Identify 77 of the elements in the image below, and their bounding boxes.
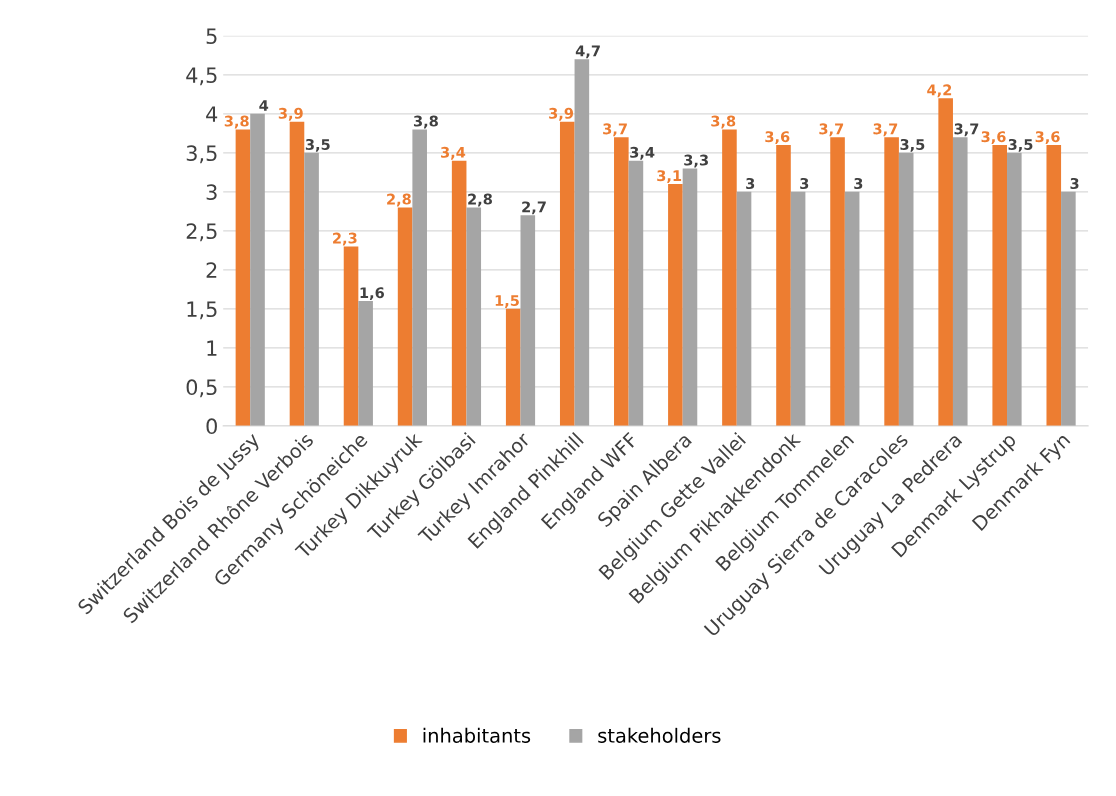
data-label: 3: [800, 177, 809, 190]
legend-label: inhabitants: [423, 727, 531, 743]
y-tick-label: 2: [206, 262, 217, 278]
data-label: 3,7: [603, 123, 627, 137]
bar: [844, 191, 860, 426]
data-label: 3,6: [765, 131, 790, 145]
y-tick-label: 3: [206, 184, 217, 201]
data-label: 3,7: [819, 123, 844, 137]
y-tick-label: 1,5: [187, 301, 217, 320]
bar: [250, 113, 265, 426]
bar: [776, 145, 791, 426]
bar: [559, 121, 575, 426]
y-tick-label: 4: [206, 106, 218, 122]
y-tick-label: 4,5: [186, 67, 217, 86]
data-label: 3,3: [684, 154, 708, 168]
bar: [682, 168, 698, 426]
bar: [235, 129, 251, 426]
data-label: 3: [854, 177, 863, 190]
bar: [451, 160, 467, 426]
bar: [397, 207, 413, 426]
data-label: 4,2: [927, 84, 952, 98]
bar: [520, 215, 536, 426]
data-label: 3,8: [224, 115, 249, 129]
data-label: 4,7: [575, 45, 600, 59]
data-label: 3,4: [441, 146, 466, 160]
data-label: 3,5: [900, 138, 925, 152]
data-label: 3: [746, 177, 755, 190]
data-label: 2,8: [387, 193, 411, 207]
data-label: 2,7: [522, 201, 546, 215]
y-tick-label: 0,5: [186, 379, 217, 398]
data-label: 3,6: [1035, 131, 1060, 145]
y-tick-label: 2,5: [186, 223, 217, 242]
bar: [722, 129, 737, 426]
data-label: 2,8: [468, 193, 492, 207]
bar: [1046, 145, 1062, 426]
bar: [790, 191, 806, 426]
data-label: 4: [259, 100, 269, 111]
data-label: 3,8: [711, 115, 736, 129]
bar: [505, 308, 521, 426]
data-label: 1,5: [495, 295, 519, 308]
bar: [289, 121, 305, 426]
bar: [736, 191, 752, 426]
bar: [466, 207, 482, 426]
bar: [1061, 191, 1076, 426]
data-label: 2,3: [333, 232, 357, 246]
y-tick-label: 1: [207, 340, 217, 356]
data-label: 3: [1070, 177, 1079, 190]
bar: [1007, 152, 1022, 426]
bar: [304, 152, 319, 426]
legend-label: stakeholders: [598, 727, 721, 743]
y-tick-label: 3,5: [186, 145, 217, 164]
data-label: 3,4: [630, 146, 655, 160]
bar: [830, 137, 845, 426]
bar: [992, 145, 1008, 426]
bar: [938, 98, 953, 426]
data-label: 1,6: [360, 287, 384, 301]
data-label: 3,1: [657, 170, 682, 184]
data-label: 3,7: [873, 123, 898, 137]
bar: [574, 59, 590, 426]
data-label: 3,7: [954, 123, 979, 137]
bar: [412, 129, 427, 426]
data-label: 3,9: [278, 107, 303, 121]
data-label: 3,5: [1008, 138, 1033, 152]
bar: [898, 152, 914, 426]
bar: [884, 137, 899, 426]
bar: [343, 246, 359, 426]
y-tick-label: 0: [206, 418, 217, 435]
bar: [614, 137, 629, 426]
bar: [952, 137, 968, 426]
data-label: 3,5: [305, 138, 330, 152]
data-label: 3,8: [413, 115, 438, 129]
bar: [628, 160, 644, 426]
y-tick-label: 5: [206, 28, 217, 45]
data-label: 3,9: [549, 107, 574, 121]
bar: [668, 184, 683, 426]
data-label: 3,6: [981, 131, 1006, 145]
bar: [358, 301, 373, 426]
